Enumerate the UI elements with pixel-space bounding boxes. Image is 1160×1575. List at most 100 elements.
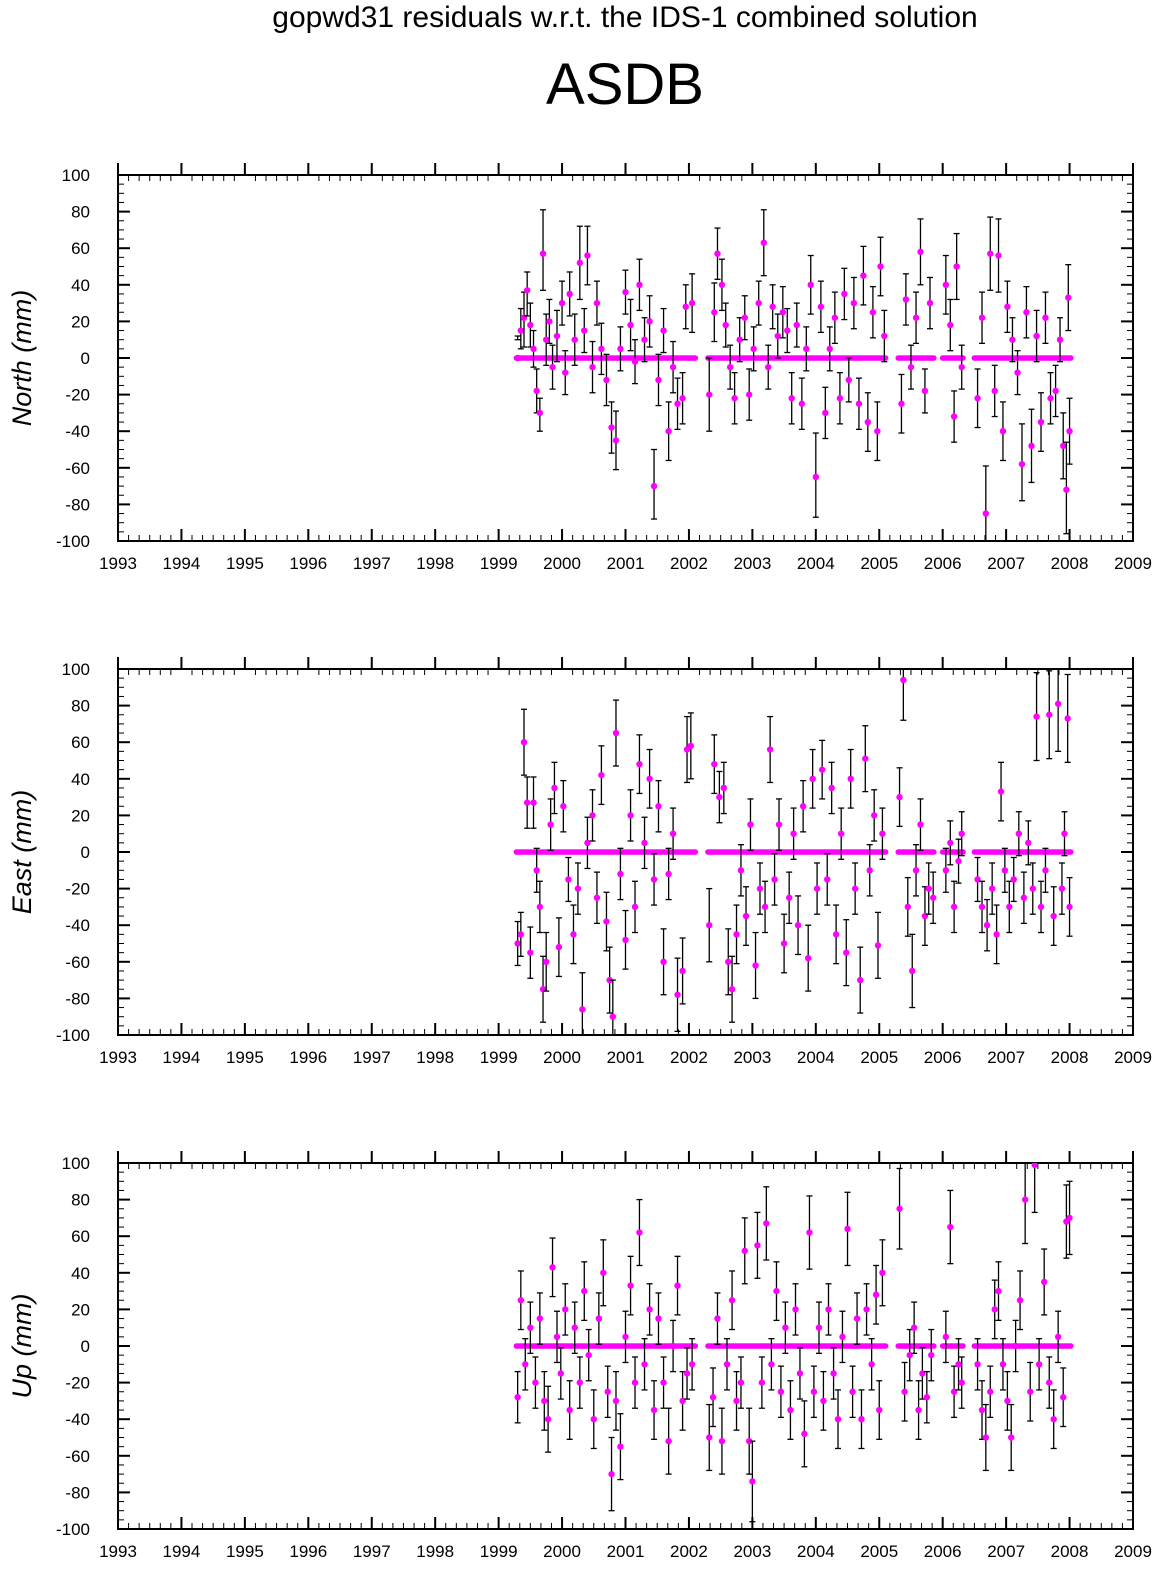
north-y-axis-label: North (mm) [7,290,37,427]
up-x-tick-label: 1995 [226,1542,264,1561]
north-data-point [1037,418,1045,426]
up-data-point [1040,1278,1048,1286]
up-data-point [541,1397,548,1405]
up-y-axis-label: Up (mm) [7,1294,37,1399]
east-data-point [517,931,525,938]
north-data-point [711,309,718,316]
north-data-point [769,303,776,310]
east-data-point [687,742,695,750]
up-x-tick-label: 2001 [607,1542,645,1561]
east-data-point [1029,885,1036,892]
north-x-tick-label: 1999 [480,554,518,573]
up-data-point [522,1361,529,1368]
east-data-point [543,958,550,965]
north-data-point [807,281,814,288]
north-data-point [1060,442,1067,450]
east-data-point [527,949,534,956]
north-data-point [562,369,569,376]
north-panel: 1993 1994 1995 1996 1997 1998 1999 2000 2001 2002… [7,163,1152,573]
north-data-point [558,299,566,307]
up-data-point [688,1361,696,1368]
north-y-tick-label: -60 [65,459,90,478]
east-x-tick-label: 2001 [607,1048,645,1067]
north-data-point [926,299,934,307]
east-data-point [818,766,826,773]
up-data-point [834,1416,842,1423]
east-data-point [631,903,639,911]
east-data-point [565,876,572,883]
north-data-point [817,303,825,310]
north-data-point [546,318,553,325]
up-data-point [566,1406,573,1414]
north-y-tick-label: 0 [81,349,90,368]
east-data-point [851,885,859,892]
north-data-point [950,413,958,420]
up-data-point [517,1297,525,1304]
north-x-tick-label: 2002 [670,554,708,573]
east-data-point [609,1013,617,1020]
east-data-point [603,918,610,925]
up-data-point [527,1324,534,1331]
up-data-point [999,1361,1007,1368]
north-data-point [1004,303,1011,310]
up-data-point [590,1416,597,1423]
up-data-point [549,1264,556,1271]
north-y-tick-label: -80 [65,495,90,514]
up-y-tick-label: 0 [81,1337,90,1356]
north-data-point [987,250,994,257]
east-x-tick-label: 2005 [860,1048,898,1067]
east-data-point [950,903,958,911]
north-data-point [1063,486,1070,493]
north-data-point [655,376,662,384]
east-x-tick-label: 2008 [1051,1048,1089,1067]
east-y-tick-label: 20 [71,806,90,825]
east-zero-point [960,849,966,855]
up-data-point [674,1282,681,1289]
east-data-point [785,894,793,901]
up-data-point [1021,1196,1029,1203]
north-data-point [912,314,920,321]
up-data-point [858,1416,865,1423]
up-data-point [728,1297,736,1304]
east-data-point [627,812,634,819]
north-x-tick-label: 2003 [733,554,771,573]
north-data-point [877,263,884,270]
north-data-point [718,281,726,288]
east-data-point [560,803,567,810]
north-data-point [722,321,729,329]
east-data-point [1050,912,1057,920]
east-data-point [617,870,624,878]
up-data-point [608,1470,615,1478]
up-zero-point [882,1343,889,1349]
east-data-point [655,803,662,810]
east-data-point [514,940,521,947]
up-y-tick-label: 40 [71,1264,90,1283]
north-data-point [1042,314,1049,321]
up-data [513,1163,1074,1523]
east-zero-point [1068,849,1074,855]
up-data-point [801,1430,808,1438]
north-data-point [995,252,1002,259]
up-y-tick-label: -60 [65,1447,90,1466]
east-data-point [547,821,554,828]
up-data-point [820,1397,827,1405]
north-data-point [779,309,787,316]
up-data-point [600,1269,607,1277]
up-data-point [958,1379,965,1386]
up-data-point [830,1370,837,1377]
east-data-point [766,746,774,753]
east-data-point [857,976,864,984]
east-data-point [679,967,686,975]
east-x-tick-label: 2002 [670,1048,708,1067]
north-data-point [921,387,929,395]
east-data-point [551,784,558,792]
north-data-point [953,263,960,270]
east-data-point [775,821,783,828]
up-zero-point [931,1343,937,1349]
up-data-point [1054,1333,1062,1341]
north-data-point [836,395,844,402]
up-data-point [660,1379,667,1386]
east-data-point [866,867,873,874]
up-data-point [879,1269,886,1277]
east-data-point [593,894,601,901]
